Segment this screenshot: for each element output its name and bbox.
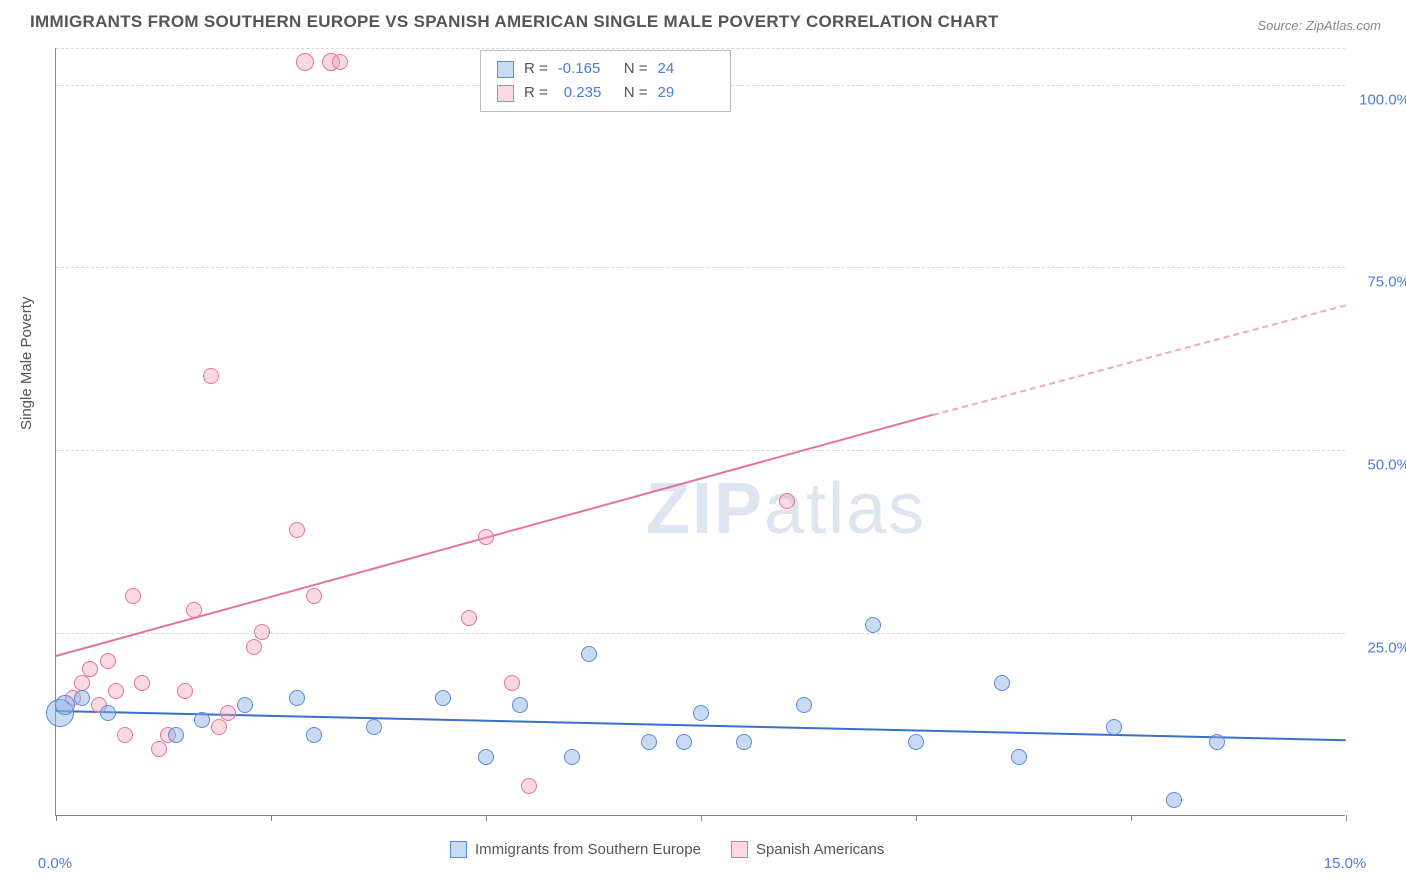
scatter-point bbox=[796, 697, 812, 713]
chart-plot-area: ZIPatlas 25.0%50.0%75.0%100.0% bbox=[55, 48, 1345, 816]
scatter-point bbox=[478, 749, 494, 765]
legend-item-blue: Immigrants from Southern Europe bbox=[450, 841, 701, 858]
scatter-point bbox=[117, 727, 133, 743]
scatter-point bbox=[306, 588, 322, 604]
scatter-point bbox=[168, 727, 184, 743]
swatch-pink-icon bbox=[497, 85, 514, 102]
correlation-row-blue: R = -0.165 N = 24 bbox=[497, 57, 714, 81]
scatter-point bbox=[237, 697, 253, 713]
scatter-point bbox=[211, 719, 227, 735]
scatter-point bbox=[108, 683, 124, 699]
r-label: R = bbox=[524, 57, 548, 81]
scatter-point bbox=[641, 734, 657, 750]
legend-label-blue: Immigrants from Southern Europe bbox=[475, 841, 701, 858]
legend-item-pink: Spanish Americans bbox=[731, 841, 884, 858]
swatch-blue-icon bbox=[497, 61, 514, 78]
chart-title: IMMIGRANTS FROM SOUTHERN EUROPE VS SPANI… bbox=[30, 12, 999, 32]
r-label: R = bbox=[524, 81, 548, 105]
scatter-point bbox=[82, 661, 98, 677]
scatter-point bbox=[1106, 719, 1122, 735]
grid-line bbox=[56, 633, 1345, 634]
scatter-point bbox=[296, 53, 314, 71]
x-tick-mark bbox=[1131, 815, 1132, 821]
scatter-point bbox=[186, 602, 202, 618]
scatter-point bbox=[332, 54, 348, 70]
scatter-point bbox=[151, 741, 167, 757]
scatter-point bbox=[306, 727, 322, 743]
scatter-point bbox=[74, 690, 90, 706]
scatter-point bbox=[289, 522, 305, 538]
scatter-point bbox=[581, 646, 597, 662]
n-value-pink: 29 bbox=[658, 81, 714, 105]
n-value-blue: 24 bbox=[658, 57, 714, 81]
scatter-point bbox=[55, 695, 75, 715]
scatter-point bbox=[100, 705, 116, 721]
scatter-point bbox=[478, 529, 494, 545]
x-tick-mark bbox=[1346, 815, 1347, 821]
scatter-point bbox=[994, 675, 1010, 691]
scatter-point bbox=[676, 734, 692, 750]
grid-line bbox=[56, 450, 1345, 451]
x-tick-label: 15.0% bbox=[1324, 855, 1367, 872]
n-label: N = bbox=[624, 81, 648, 105]
scatter-point bbox=[220, 705, 236, 721]
x-tick-label: 0.0% bbox=[38, 855, 72, 872]
y-tick-label: 25.0% bbox=[1367, 640, 1406, 657]
scatter-point bbox=[203, 368, 219, 384]
scatter-point bbox=[779, 493, 795, 509]
y-tick-label: 100.0% bbox=[1359, 91, 1406, 108]
bottom-legend: Immigrants from Southern Europe Spanish … bbox=[450, 841, 884, 858]
scatter-point bbox=[125, 588, 141, 604]
source-attribution: Source: ZipAtlas.com bbox=[1257, 18, 1381, 33]
scatter-point bbox=[366, 719, 382, 735]
grid-line bbox=[56, 267, 1345, 268]
scatter-point bbox=[908, 734, 924, 750]
scatter-point bbox=[1166, 792, 1182, 808]
swatch-pink-icon bbox=[731, 841, 748, 858]
x-tick-mark bbox=[701, 815, 702, 821]
scatter-point bbox=[564, 749, 580, 765]
swatch-blue-icon bbox=[450, 841, 467, 858]
scatter-point bbox=[100, 653, 116, 669]
scatter-point bbox=[177, 683, 193, 699]
y-tick-label: 50.0% bbox=[1367, 457, 1406, 474]
n-label: N = bbox=[624, 57, 648, 81]
y-axis-label: Single Male Poverty bbox=[18, 297, 35, 430]
x-tick-mark bbox=[486, 815, 487, 821]
scatter-point bbox=[461, 610, 477, 626]
x-tick-mark bbox=[56, 815, 57, 821]
scatter-point bbox=[435, 690, 451, 706]
scatter-point bbox=[254, 624, 270, 640]
scatter-point bbox=[865, 617, 881, 633]
x-tick-mark bbox=[271, 815, 272, 821]
scatter-point bbox=[289, 690, 305, 706]
scatter-point bbox=[736, 734, 752, 750]
r-value-blue: -0.165 bbox=[558, 57, 614, 81]
grid-line bbox=[56, 48, 1345, 49]
scatter-point bbox=[194, 712, 210, 728]
correlation-box: R = -0.165 N = 24 R = 0.235 N = 29 bbox=[480, 50, 731, 112]
scatter-point bbox=[512, 697, 528, 713]
legend-label-pink: Spanish Americans bbox=[756, 841, 884, 858]
scatter-point bbox=[504, 675, 520, 691]
trend-line bbox=[933, 304, 1346, 416]
scatter-point bbox=[1209, 734, 1225, 750]
scatter-point bbox=[74, 675, 90, 691]
scatter-point bbox=[246, 639, 262, 655]
x-tick-mark bbox=[916, 815, 917, 821]
correlation-row-pink: R = 0.235 N = 29 bbox=[497, 81, 714, 105]
scatter-point bbox=[521, 778, 537, 794]
scatter-point bbox=[134, 675, 150, 691]
y-tick-label: 75.0% bbox=[1367, 274, 1406, 291]
r-value-pink: 0.235 bbox=[558, 81, 614, 105]
scatter-point bbox=[1011, 749, 1027, 765]
scatter-point bbox=[693, 705, 709, 721]
